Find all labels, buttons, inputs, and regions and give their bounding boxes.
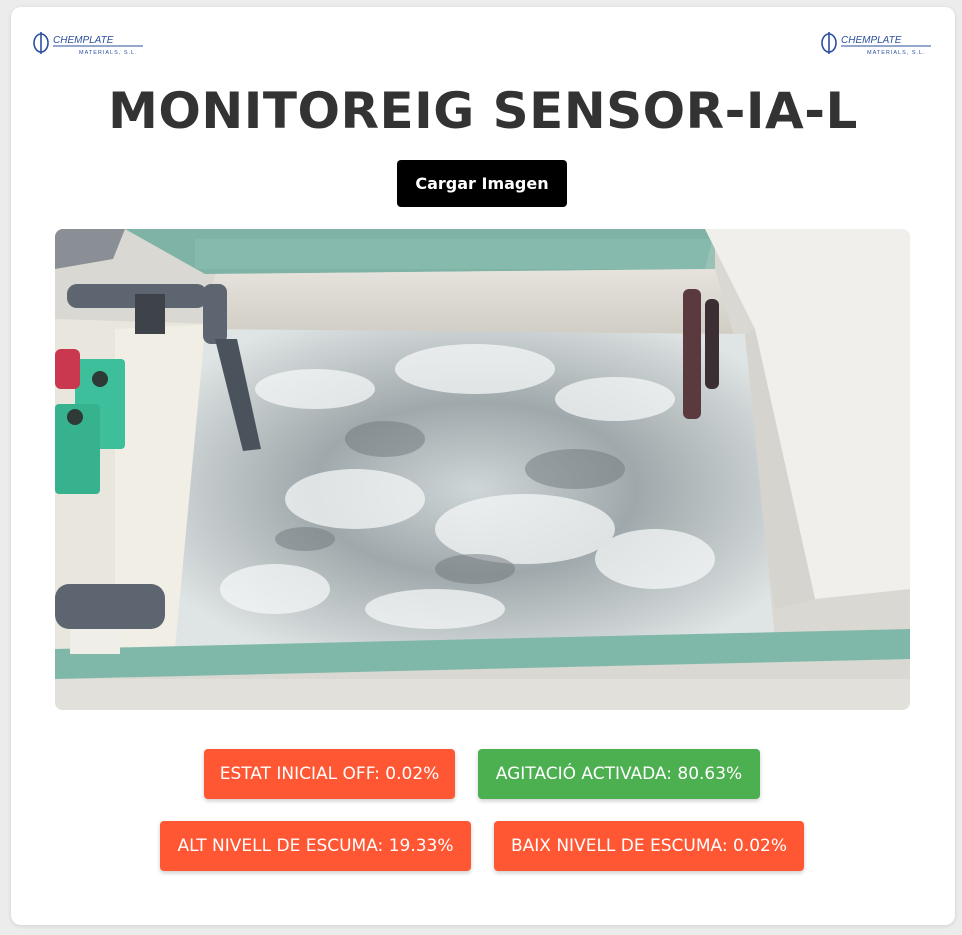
company-logo-right: CHEMPLATE MATERIALS, S.L. (819, 29, 939, 57)
logo-right-name: CHEMPLATE (841, 35, 902, 46)
tank-photo (55, 229, 910, 710)
status-badge-initial-off: ESTAT INICIAL OFF: 0.02% (204, 749, 455, 799)
status-badge-high-foam: ALT NIVELL DE ESCUMA: 19.33% (160, 821, 471, 871)
status-badge-agitation-active: AGITACIÓ ACTIVADA: 80.63% (478, 749, 760, 799)
logo-left-subtitle: MATERIALS, S.L. (79, 50, 138, 56)
status-badge-low-foam: BAIX NIVELL DE ESCUMA: 0.02% (494, 821, 804, 871)
load-image-button[interactable]: Cargar Imagen (397, 160, 567, 207)
logo-right-subtitle: MATERIALS, S.L. (867, 50, 926, 56)
main-card: CHEMPLATE MATERIALS, S.L. CHEMPLATE MATE… (11, 7, 955, 925)
logo-left-name: CHEMPLATE (53, 35, 114, 46)
company-logo-left: CHEMPLATE MATERIALS, S.L. (31, 29, 151, 57)
page-title: MONITOREIG SENSOR-IA-L (108, 82, 858, 140)
